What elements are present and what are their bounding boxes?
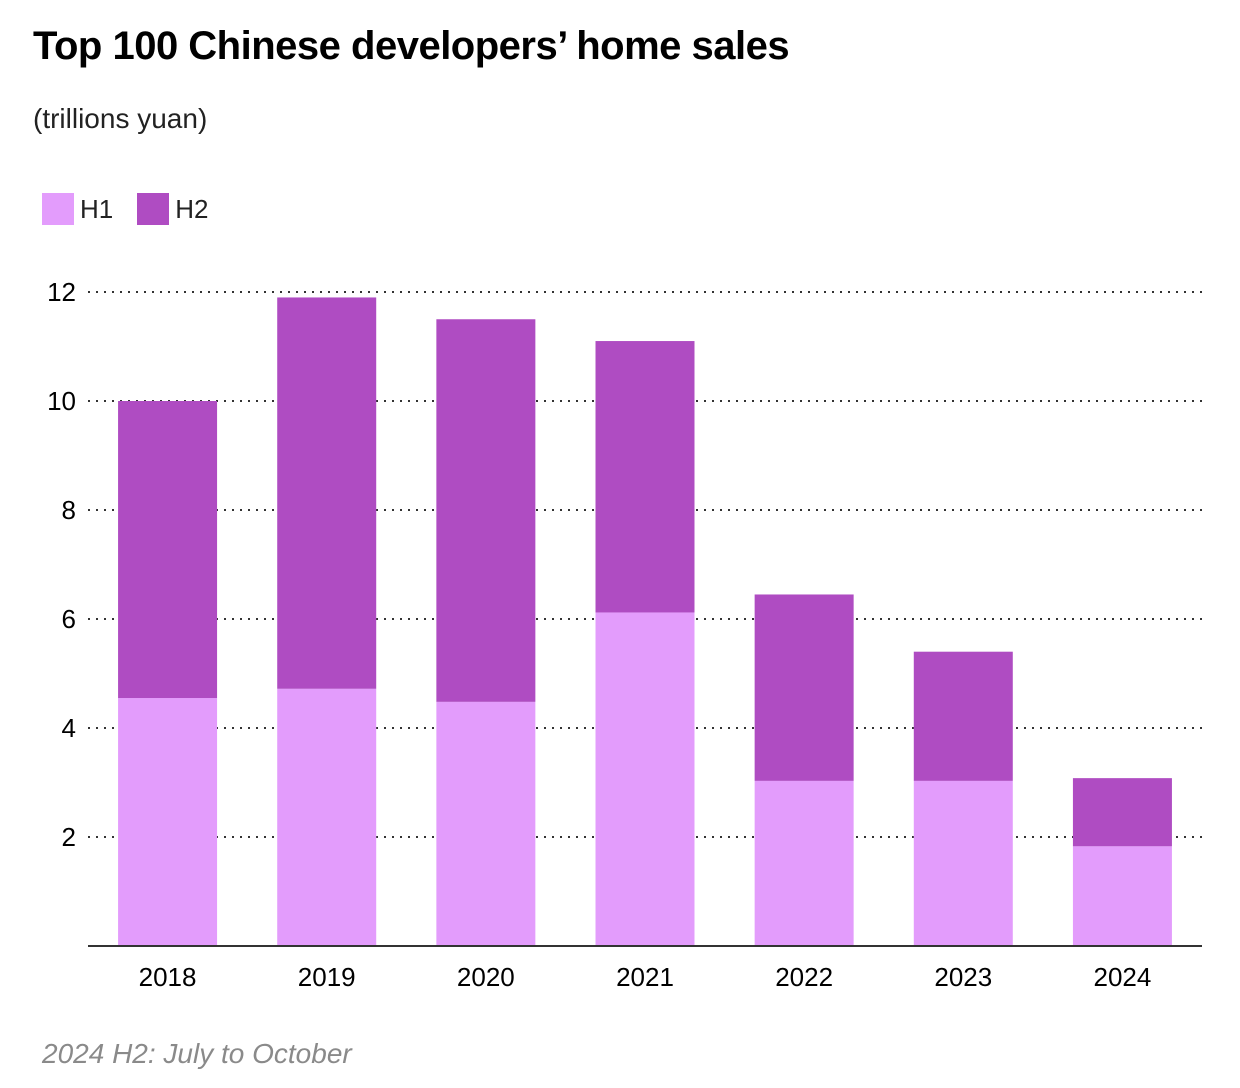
y-tick-label: 6 xyxy=(62,604,76,634)
bar-2020-h1 xyxy=(436,701,536,946)
bar-2018-h1 xyxy=(118,698,218,946)
bar-2022-h1 xyxy=(754,780,854,946)
x-tick-label: 2022 xyxy=(775,962,833,992)
footnote: 2024 H2: July to October xyxy=(42,1038,352,1069)
bar-2018-h2 xyxy=(118,401,218,699)
bar-2023-h2 xyxy=(913,651,1013,781)
y-tick-label: 8 xyxy=(62,495,76,525)
x-tick-label: 2019 xyxy=(298,962,356,992)
x-tick-label: 2021 xyxy=(616,962,674,992)
y-tick-label: 10 xyxy=(47,386,76,416)
y-tick-label: 12 xyxy=(47,277,76,307)
x-tick-label: 2023 xyxy=(934,962,992,992)
gridlines xyxy=(88,291,1202,838)
bars xyxy=(118,297,1172,946)
y-tick-label: 4 xyxy=(62,713,76,743)
x-tick-label: 2024 xyxy=(1094,962,1152,992)
legend-item-h1: H1 xyxy=(42,193,113,225)
legend-label-h1: H1 xyxy=(80,193,114,224)
chart-title: Top 100 Chinese developers’ home sales xyxy=(33,24,790,68)
legend-label-h2: H2 xyxy=(175,193,209,224)
legend-swatch-h1 xyxy=(42,193,74,225)
x-tick-label: 2020 xyxy=(457,962,515,992)
legend-item-h2: H2 xyxy=(137,193,209,225)
bar-2024-h1 xyxy=(1072,846,1172,946)
bar-2019-h2 xyxy=(277,297,377,689)
legend-swatch-h2 xyxy=(137,193,170,225)
legend: H1 H2 xyxy=(42,193,233,225)
bar-2024-h2 xyxy=(1072,778,1172,847)
x-tick-label: 2018 xyxy=(139,962,197,992)
bar-2020-h2 xyxy=(436,319,536,702)
bar-2019-h1 xyxy=(277,688,377,946)
y-tick-label: 2 xyxy=(62,822,76,852)
bar-2021-h1 xyxy=(595,612,695,946)
axes: 2 4 6 8 10 12 2018 2019 2020 2021 2022 2023 2024 xyxy=(47,277,1202,992)
chart-subtitle: (trillions yuan) xyxy=(33,103,208,134)
bar-2022-h2 xyxy=(754,594,854,781)
bar-2021-h2 xyxy=(595,341,695,613)
bar-2023-h1 xyxy=(913,780,1013,946)
